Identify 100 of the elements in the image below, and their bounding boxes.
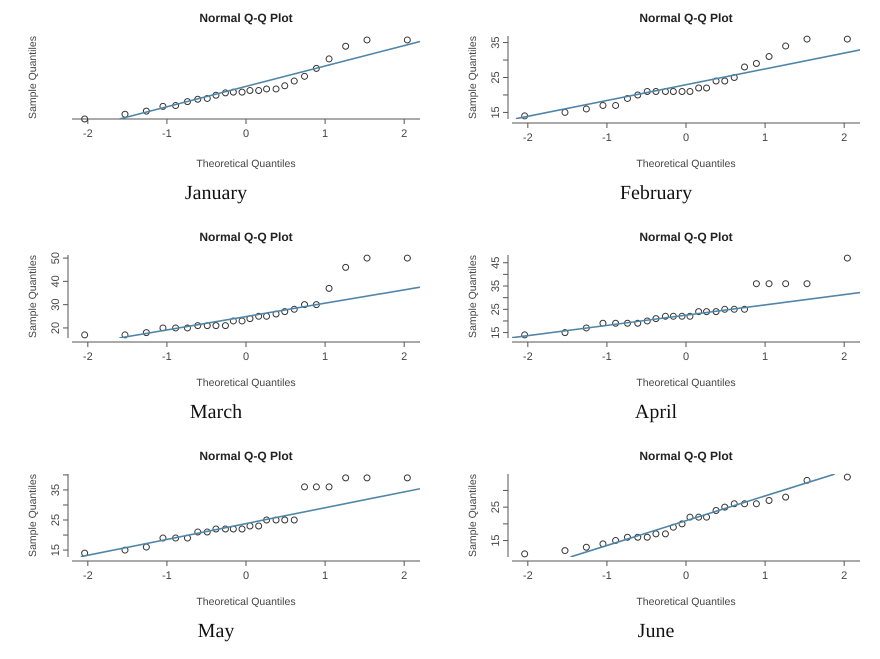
x-tick-label: -2 xyxy=(522,570,533,582)
point xyxy=(782,494,790,501)
point xyxy=(290,78,298,85)
point xyxy=(238,526,246,533)
y-axis-title: Sample Quantiles xyxy=(467,36,479,119)
point xyxy=(142,108,150,115)
chart-title: Normal Q-Q Plot xyxy=(639,230,733,244)
point xyxy=(678,520,686,528)
point xyxy=(212,526,220,533)
point xyxy=(172,324,180,332)
y-tick-label: 30 xyxy=(50,298,62,311)
point xyxy=(782,280,790,288)
y-tick-label: 25 xyxy=(490,501,502,514)
x-tick-label: 0 xyxy=(682,351,690,363)
point xyxy=(644,317,651,324)
point xyxy=(686,312,694,320)
x-tick-label: -2 xyxy=(82,570,93,582)
y-axis-title: Sample Quantiles xyxy=(467,474,479,557)
point xyxy=(624,94,631,102)
point xyxy=(212,322,220,330)
point xyxy=(212,92,220,99)
chart-title: Normal Q-Q Plot xyxy=(639,11,733,25)
x-tick-label: -2 xyxy=(522,351,533,363)
point xyxy=(766,496,773,504)
point xyxy=(703,308,710,316)
x-tick-label: -2 xyxy=(82,128,93,140)
x-axis-title: Theoretical Quantiles xyxy=(636,596,736,608)
point xyxy=(281,82,288,90)
point xyxy=(238,88,246,96)
point xyxy=(290,306,298,313)
x-tick-label: 0 xyxy=(682,570,690,582)
point xyxy=(230,317,237,324)
point xyxy=(612,320,620,327)
point xyxy=(561,329,568,336)
point xyxy=(782,42,790,50)
chart-title: Normal Q-Q Plot xyxy=(199,449,293,463)
point xyxy=(312,483,320,490)
point xyxy=(741,306,748,313)
point xyxy=(662,530,669,538)
point xyxy=(752,500,760,508)
point xyxy=(326,55,333,62)
point xyxy=(404,36,411,44)
text: June xyxy=(638,620,674,642)
point xyxy=(599,320,606,327)
point xyxy=(741,500,748,508)
x-tick-label: -1 xyxy=(162,128,172,140)
point xyxy=(670,524,677,531)
x-tick-label: 0 xyxy=(242,128,250,140)
point xyxy=(81,550,88,557)
x-tick-label: 1 xyxy=(762,132,768,144)
y-tick-label: 25 xyxy=(490,71,502,84)
point xyxy=(194,96,202,103)
point xyxy=(222,526,229,533)
point xyxy=(290,516,298,524)
point xyxy=(752,280,760,288)
point xyxy=(172,102,180,110)
x-tick-label: 1 xyxy=(762,351,768,363)
point xyxy=(121,331,128,338)
x-tick-label: 2 xyxy=(401,128,408,140)
x-tick-label: -1 xyxy=(162,351,172,363)
point xyxy=(730,74,738,81)
point xyxy=(652,315,660,322)
point xyxy=(662,88,669,95)
point xyxy=(342,474,350,482)
x-tick-label: -1 xyxy=(602,351,612,363)
point xyxy=(184,324,191,332)
point xyxy=(670,88,677,95)
chart-title: Normal Q-Q Plot xyxy=(199,230,293,244)
point xyxy=(272,310,280,318)
point xyxy=(652,530,660,538)
point xyxy=(730,500,738,508)
x-tick-label: -2 xyxy=(82,351,93,363)
point xyxy=(521,331,528,338)
point xyxy=(281,516,288,524)
y-tick-label: 15 xyxy=(50,544,62,556)
x-tick-label: 0 xyxy=(242,570,250,582)
point xyxy=(342,42,350,50)
point xyxy=(326,284,333,292)
point xyxy=(81,331,88,338)
chart-title: Normal Q-Q Plot xyxy=(639,449,733,463)
point xyxy=(364,474,371,482)
text: January xyxy=(184,182,248,204)
point xyxy=(342,264,350,271)
point xyxy=(159,534,166,542)
point xyxy=(404,474,411,482)
point xyxy=(695,84,702,92)
point xyxy=(599,540,606,548)
point xyxy=(255,522,262,530)
point xyxy=(766,53,773,60)
point xyxy=(246,522,254,530)
text: May xyxy=(198,620,234,642)
x-tick-label: 1 xyxy=(322,570,328,582)
point xyxy=(301,72,308,80)
point xyxy=(561,547,568,554)
point xyxy=(272,516,280,524)
x-tick-label: 1 xyxy=(322,351,328,363)
y-axis-title: Sample Quantiles xyxy=(27,474,39,557)
point xyxy=(804,36,811,43)
point xyxy=(364,254,371,262)
point xyxy=(695,514,702,521)
